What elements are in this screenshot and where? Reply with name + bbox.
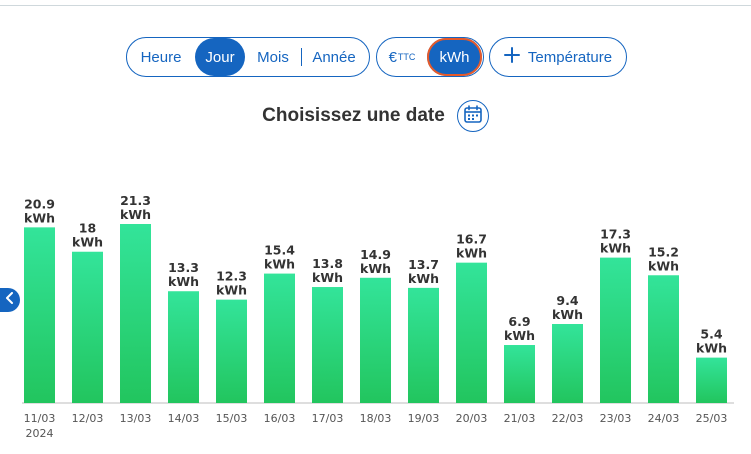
bar-value-label: 12.3 (216, 269, 247, 284)
period-option-day[interactable]: Jour (195, 38, 245, 76)
bar-value-label: 20.9 (24, 196, 55, 211)
x-tick-label: 11/03 (24, 412, 56, 425)
bar-value-label: 13.8 (312, 256, 343, 271)
bar-unit-label: kWh (72, 235, 103, 250)
bar-16/03[interactable] (264, 273, 295, 403)
unit-option-euro[interactable]: € TTC (377, 38, 427, 76)
x-tick-year-label: 2024 (26, 427, 54, 440)
bar-unit-label: kWh (696, 341, 727, 356)
bar-23/03[interactable] (600, 257, 631, 403)
bar-value-label: 6.9 (508, 314, 530, 329)
period-option-month[interactable]: Mois (257, 48, 289, 66)
bar-12/03[interactable] (72, 251, 103, 403)
bar-value-label: 5.4 (700, 327, 722, 342)
bar-unit-label: kWh (312, 270, 343, 285)
x-tick-label: 22/03 (552, 412, 584, 425)
plus-icon (503, 46, 520, 68)
x-tick-label: 16/03 (264, 412, 296, 425)
bar-unit-label: kWh (648, 258, 679, 273)
bar-17/03[interactable] (312, 287, 343, 403)
x-tick-label: 19/03 (408, 412, 440, 425)
bar-unit-label: kWh (504, 328, 535, 343)
unit-toggle-group: € TTC kWh (376, 37, 484, 77)
bar-value-label: 13.7 (408, 257, 439, 272)
bar-unit-label: kWh (408, 271, 439, 286)
bar-18/03[interactable] (360, 277, 391, 403)
bar-24/03[interactable] (648, 275, 679, 403)
unit-option-kwh[interactable]: kWh (427, 38, 482, 76)
date-picker-header: Choisissez une date (0, 100, 751, 132)
unit-euro-sup: TTC (397, 52, 416, 62)
bar-value-label: 15.4 (264, 243, 295, 258)
period-option-year[interactable]: Année (312, 48, 356, 66)
bar-unit-label: kWh (360, 261, 391, 276)
bar-unit-label: kWh (264, 257, 295, 272)
bar-unit-label: kWh (120, 207, 151, 222)
bar-13/03[interactable] (120, 224, 151, 403)
chevron-left-icon (5, 291, 15, 309)
bar-unit-label: kWh (24, 210, 55, 225)
bar-20/03[interactable] (456, 262, 487, 403)
bar-11/03[interactable] (24, 227, 55, 403)
bar-unit-label: kWh (552, 307, 583, 322)
previous-period-button[interactable] (0, 288, 20, 312)
bar-value-label: 17.3 (600, 227, 631, 242)
period-separator (301, 48, 302, 66)
x-tick-label: 13/03 (120, 412, 152, 425)
x-tick-label: 18/03 (360, 412, 392, 425)
x-tick-label: 25/03 (696, 412, 728, 425)
period-toggle-group: Heure Jour Mois Année (126, 37, 370, 77)
top-divider (0, 5, 751, 6)
bar-unit-label: kWh (168, 274, 199, 289)
x-tick-label: 12/03 (72, 412, 104, 425)
calendar-button[interactable] (456, 100, 489, 132)
bar-14/03[interactable] (168, 291, 199, 403)
bar-21/03[interactable] (504, 345, 535, 403)
bar-unit-label: kWh (216, 283, 247, 298)
x-tick-label: 15/03 (216, 412, 248, 425)
bar-25/03[interactable] (696, 357, 727, 403)
unit-euro-label: € (388, 48, 397, 66)
bar-unit-label: kWh (600, 241, 631, 256)
x-tick-label: 23/03 (600, 412, 632, 425)
x-tick-label: 24/03 (648, 412, 680, 425)
bar-value-label: 21.3 (120, 193, 151, 208)
add-temperature-button[interactable]: Température (489, 37, 627, 77)
x-tick-label: 14/03 (168, 412, 200, 425)
x-tick-label: 20/03 (456, 412, 488, 425)
bar-value-label: 13.3 (168, 260, 199, 275)
bar-value-label: 14.9 (360, 247, 391, 262)
bar-19/03[interactable] (408, 287, 439, 403)
period-option-hour[interactable]: Heure (140, 48, 182, 66)
temperature-label: Température (527, 48, 613, 66)
bar-22/03[interactable] (552, 324, 583, 403)
bar-unit-label: kWh (456, 246, 487, 261)
date-picker-title: Choisissez une date (262, 105, 445, 126)
x-tick-label: 17/03 (312, 412, 344, 425)
calendar-icon (463, 104, 483, 129)
bar-value-label: 9.4 (556, 293, 578, 308)
x-tick-label: 21/03 (504, 412, 536, 425)
bar-15/03[interactable] (216, 299, 247, 403)
bar-value-label: 16.7 (456, 232, 487, 247)
bar-value-label: 15.2 (648, 244, 679, 259)
bar-value-label: 18 (79, 221, 96, 236)
